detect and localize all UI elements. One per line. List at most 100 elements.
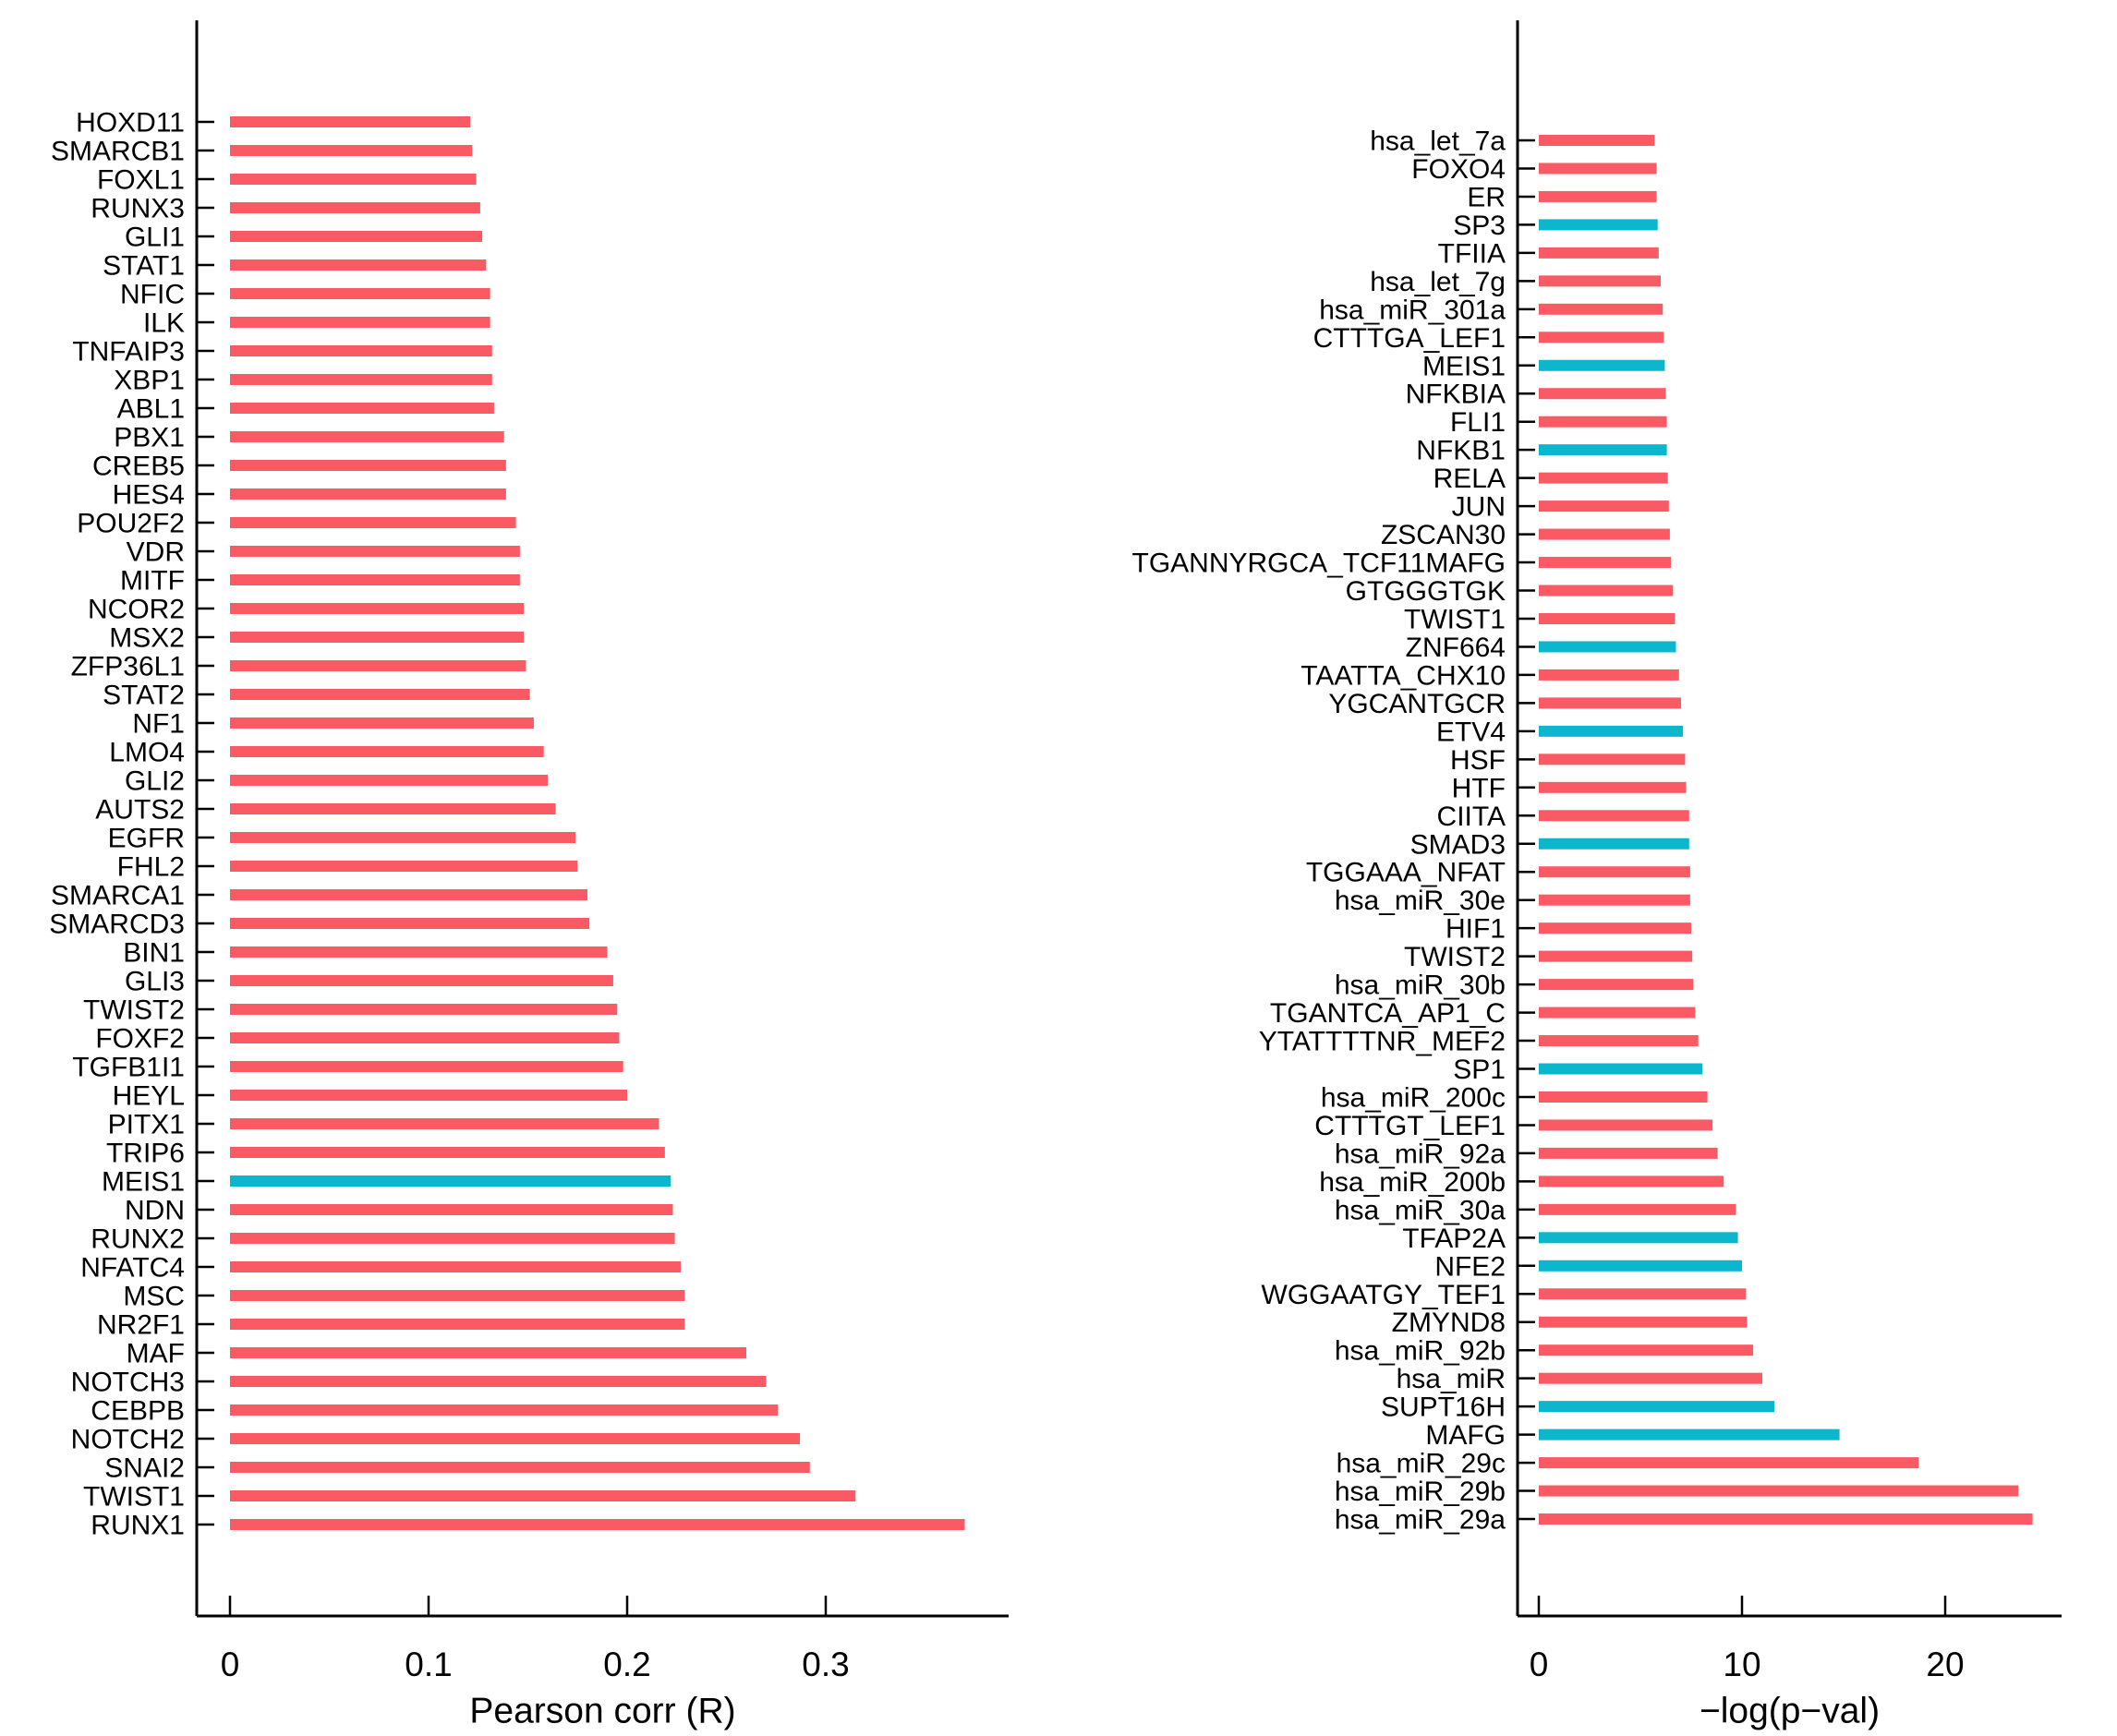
bar-NFKB1: [1539, 444, 1667, 456]
y-tick-label: RELA: [1434, 464, 1506, 494]
bar-ZFP36L1: [230, 660, 526, 671]
y-tick-label: SP1: [1453, 1055, 1506, 1085]
bar-TFIIA: [1539, 247, 1659, 259]
y-tick-label: MAFG: [1425, 1420, 1506, 1451]
bar-MSC: [230, 1290, 685, 1301]
bar-ABL1: [230, 403, 494, 414]
y-tick-label: CTTTGA_LEF1: [1313, 323, 1506, 354]
y-tick-label: hsa_miR_30a: [1335, 1195, 1506, 1225]
bar-TWIST2: [230, 1004, 618, 1015]
y-tick-label: hsa_miR_30b: [1335, 970, 1506, 1001]
bar-NFKBIA: [1539, 388, 1666, 400]
bar-RUNX1: [230, 1519, 965, 1530]
bar-RELA: [1539, 472, 1668, 484]
y-tick-label: PITX1: [108, 1110, 185, 1140]
y-tick-label: ETV4: [1436, 717, 1506, 747]
bar-HTF: [1539, 781, 1687, 793]
y-tick-label: TFIIA: [1438, 238, 1506, 269]
x-tick-label: 20: [1926, 1646, 1964, 1683]
y-tick-label: HEYL: [113, 1081, 185, 1112]
bar-hsa_miR_301a: [1539, 303, 1663, 315]
bar-SMAD3: [1539, 838, 1689, 850]
y-tick-label: hsa_miR: [1397, 1364, 1506, 1394]
y-tick-label: ZFP36L1: [71, 652, 185, 682]
bar-SP1: [1539, 1063, 1703, 1075]
y-tick-label: hsa_miR_200b: [1319, 1167, 1506, 1198]
bar-ZNF664: [1539, 641, 1676, 653]
bar-FHL2: [230, 861, 578, 872]
bar-RUNX3: [230, 202, 480, 213]
y-tick-label: TWIST2: [1404, 942, 1506, 972]
bar-MAFG: [1539, 1429, 1840, 1441]
y-tick-label: POU2F2: [77, 509, 185, 539]
bar-NFE2: [1539, 1260, 1742, 1272]
bar-GTGGGTGK: [1539, 585, 1674, 597]
bar-HEYL: [230, 1090, 627, 1101]
y-tick-label: TAATTA_CHX10: [1300, 660, 1506, 691]
y-tick-label: STAT2: [103, 681, 185, 711]
bar-ZSCAN30: [1539, 528, 1670, 540]
y-tick-label: CREB5: [92, 452, 185, 482]
y-tick-label: MSC: [123, 1282, 185, 1312]
bar-GLI2: [230, 775, 548, 786]
y-tick-label: hsa_let_7a: [1370, 127, 1506, 157]
y-tick-label: GLI2: [125, 766, 185, 797]
y-tick-label: CTTTGT_LEF1: [1314, 1111, 1506, 1141]
y-tick-label: RUNX1: [91, 1511, 185, 1541]
bar-CREB5: [230, 460, 506, 471]
y-tick-label: BIN1: [123, 938, 185, 969]
y-tick-label: TFAP2A: [1402, 1224, 1506, 1254]
bar-SMARCD3: [230, 918, 590, 929]
y-tick-label: NFE2: [1434, 1251, 1506, 1282]
bar-GLI1: [230, 231, 483, 242]
bar-SMARCA1: [230, 889, 587, 900]
bar-AUTS2: [230, 803, 556, 814]
bar-POU2F2: [230, 517, 516, 528]
y-tick-label: YTATTTTNR_MEF2: [1259, 1027, 1506, 1057]
y-tick-label: SUPT16H: [1381, 1392, 1506, 1423]
pearson-corr-chart: HOXD11SMARCB1FOXL1RUNX3GLI1STAT1NFICILKT…: [49, 20, 1009, 1731]
bar-FOXL1: [230, 174, 477, 185]
bar-TGANTCA_AP1_C: [1539, 1007, 1696, 1019]
x-tick-label: 0: [221, 1646, 240, 1683]
y-tick-label: TWIST1: [1404, 604, 1506, 634]
bar-EGFR: [230, 832, 576, 843]
y-tick-label: NR2F1: [97, 1310, 185, 1341]
y-tick-label: TWIST1: [83, 1482, 185, 1513]
log-pval-chart: hsa_let_7aFOXO4ERSP3TFIIAhsa_let_7ghsa_m…: [1132, 20, 2062, 1731]
y-tick-label: RUNX3: [91, 194, 185, 224]
x-tick-label: 0.1: [405, 1646, 452, 1683]
x-tick-label: 0.2: [603, 1646, 650, 1683]
bar-hsa_miR_200b: [1539, 1175, 1724, 1187]
y-tick-label: TGANNYRGCA_TCF11MAFG: [1132, 549, 1506, 579]
bar-hsa_let_7g: [1539, 275, 1661, 287]
y-tick-label: AUTS2: [95, 795, 185, 826]
y-tick-label: LMO4: [109, 738, 185, 768]
y-tick-label: HOXD11: [76, 108, 185, 139]
bar-RUNX2: [230, 1233, 675, 1244]
bar-FOXO4: [1539, 163, 1657, 175]
bar-WGGAATGY_TEF1: [1539, 1288, 1747, 1300]
bar-NFIC: [230, 288, 490, 299]
y-tick-label: MEIS1: [1422, 351, 1506, 381]
bar-VDR: [230, 546, 520, 557]
y-tick-label: GLI1: [125, 223, 185, 253]
bar-hsa_miR_92b: [1539, 1344, 1754, 1356]
y-tick-label: CIITA: [1437, 802, 1506, 832]
y-tick-label: GTGGGTGK: [1346, 576, 1506, 607]
bar-NF1: [230, 717, 534, 729]
y-tick-label: NFIC: [120, 280, 185, 310]
x-axis-title: −log(p−val): [1700, 1692, 1880, 1731]
bar-CTTTGT_LEF1: [1539, 1119, 1713, 1131]
bar-hsa_miR_30a: [1539, 1203, 1736, 1215]
bar-SMARCB1: [230, 145, 473, 156]
bar-MSX2: [230, 632, 525, 643]
bar-GLI3: [230, 975, 613, 986]
y-tick-label: hsa_miR_92b: [1335, 1336, 1506, 1367]
y-tick-label: TRIP6: [106, 1139, 185, 1169]
y-tick-label: FHL2: [117, 852, 185, 883]
bar-ER: [1539, 190, 1657, 202]
bar-LMO4: [230, 746, 544, 757]
y-tick-label: PBX1: [114, 423, 185, 453]
